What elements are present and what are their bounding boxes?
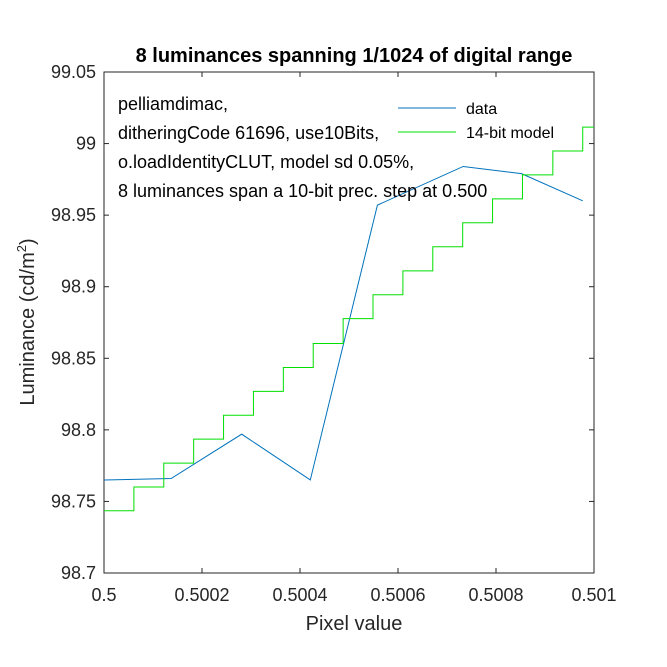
y-tick-label: 98.7: [61, 563, 96, 583]
x-tick-label: 0.5004: [272, 585, 327, 605]
y-tick-label: 99: [76, 134, 96, 154]
x-tick-label: 0.5002: [174, 585, 229, 605]
legend: data 14-bit model: [398, 101, 554, 142]
chart-title: 8 luminances spanning 1/1024 of digital …: [136, 45, 573, 67]
y-tick-label: 98.95: [51, 205, 96, 225]
x-axis-label: Pixel value: [306, 613, 403, 635]
x-tick-label: 0.5006: [370, 585, 425, 605]
series-line-model: [104, 126, 594, 512]
y-axis-label-superscript: 2: [14, 245, 29, 252]
y-tick-label: 99.05: [51, 62, 96, 82]
legend-label-14-bit-model: 14-bit model: [466, 125, 554, 142]
x-tick-label: 0.5008: [468, 585, 523, 605]
annotation-line: ditheringCode 61696, use10Bits,: [118, 123, 379, 143]
annotation-block: pelliamdimac, ditheringCode 61696, use10B…: [118, 94, 487, 201]
y-tick-label: 98.85: [51, 348, 96, 368]
y-axis-ticks: 98.7 98.75 98.8 98.85 98.9 98.95 99 99.05: [51, 62, 594, 583]
y-axis-label-end: ): [17, 238, 39, 245]
x-axis-ticks: 0.5 0.5002 0.5004 0.5006 0.5008 0.501: [91, 72, 617, 605]
series-line-data: [103, 165, 583, 481]
y-tick-label: 98.8: [61, 420, 96, 440]
annotation-line: 8 luminances span a 10-bit prec. step at…: [118, 181, 487, 201]
annotation-line: pelliamdimac,: [118, 94, 228, 114]
y-tick-label: 98.75: [51, 491, 96, 511]
annotation-line: o.loadIdentityCLUT, model sd 0.05%,: [118, 152, 414, 172]
series-layer: [103, 126, 594, 512]
x-tick-label: 0.501: [571, 585, 616, 605]
y-tick-label: 98.9: [61, 277, 96, 297]
y-axis-label: Luminance (cd/m2): [14, 238, 39, 405]
y-axis-label-main: Luminance (cd/m: [17, 252, 39, 405]
legend-label-data: data: [466, 101, 497, 118]
x-tick-label: 0.5: [91, 585, 116, 605]
